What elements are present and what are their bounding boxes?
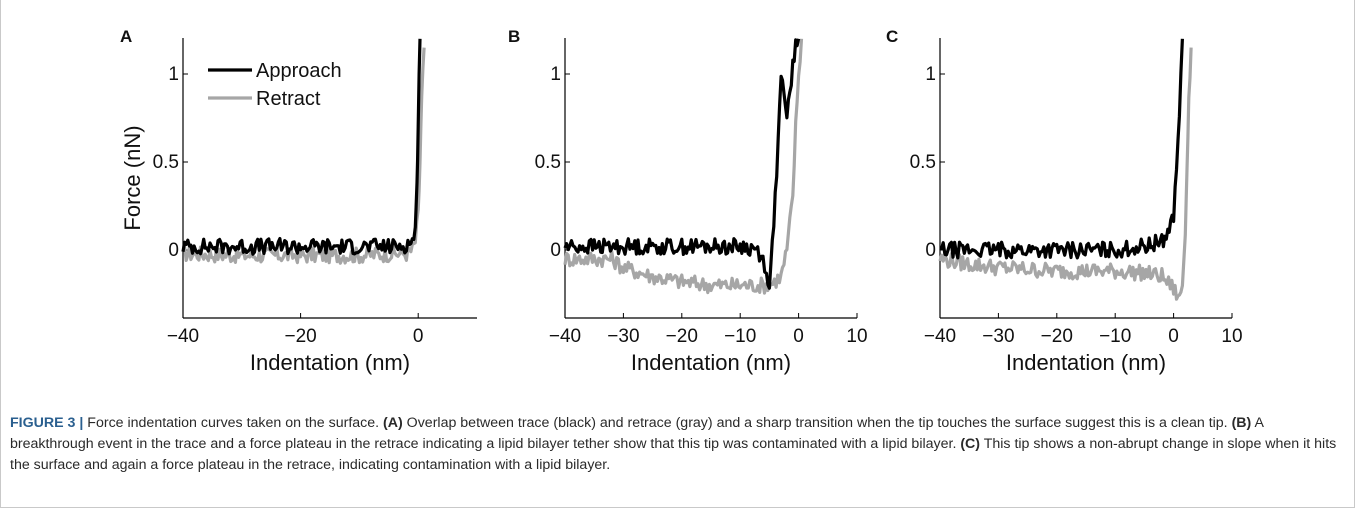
- caption-text-c: This tip shows a non-abrupt change in sl…: [10, 436, 1337, 473]
- x-tick-label: 10: [846, 326, 867, 347]
- panel-label: C: [886, 27, 898, 46]
- x-tick-label: 10: [1221, 326, 1242, 347]
- x-tick-label: −40: [924, 326, 956, 347]
- caption-ref-c: (C): [960, 436, 981, 452]
- caption-ref-b: (B): [1231, 415, 1252, 431]
- x-axis-label: Indentation (nm): [631, 350, 791, 375]
- panel-label: B: [508, 27, 520, 46]
- y-tick-label: 0.5: [535, 152, 561, 173]
- x-tick-label: 0: [793, 326, 804, 347]
- y-axis-label: Force (nN): [120, 125, 145, 230]
- x-tick-label: −30: [607, 326, 639, 347]
- x-axis-label: Indentation (nm): [1006, 350, 1166, 375]
- y-tick-label: 1: [925, 64, 936, 85]
- caption-text-b: A breakthrough event in the trace and a …: [10, 415, 1264, 452]
- legend-label-retract: Retract: [256, 88, 321, 110]
- x-tick-label: −20: [284, 326, 316, 347]
- legend-label-approach: Approach: [256, 60, 342, 82]
- panel-b: 0 0.5 1 −40 −30 −20 −10 0 10 Indentation (nm) B: [508, 27, 868, 375]
- x-axis-label: Indentation (nm): [250, 350, 410, 375]
- panel-label: A: [120, 27, 132, 46]
- x-tick-label: −10: [724, 326, 756, 347]
- x-tick-label: −30: [982, 326, 1014, 347]
- x-tick-label: −20: [1041, 326, 1073, 347]
- caption-intro: Force indentation curves taken on the su…: [83, 415, 384, 431]
- x-tick-label: −10: [1099, 326, 1131, 347]
- series-retract-line: [938, 47, 1193, 301]
- y-tick-label: 0: [550, 240, 561, 261]
- series-approach-line: [181, 38, 422, 256]
- x-tick-label: −40: [549, 326, 581, 347]
- y-tick-label: 1: [168, 64, 179, 85]
- series-approach-line: [563, 38, 801, 290]
- y-tick-label: 0: [168, 240, 179, 261]
- series-retract-line: [563, 38, 804, 295]
- caption-ref-a: (A): [383, 415, 403, 431]
- caption-text-a: Overlap between trace (black) and retrac…: [402, 415, 1232, 431]
- y-tick-label: 0.5: [153, 152, 179, 173]
- series-approach-line: [939, 38, 1184, 260]
- y-tick-label: 1: [550, 64, 561, 85]
- panel-c: 0 0.5 1 −40 −30 −20 −10 0 10 Indentation (nm) C: [886, 27, 1243, 375]
- x-tick-label: −20: [666, 326, 698, 347]
- figure-label: FIGURE 3 |: [10, 415, 84, 431]
- x-tick-label: 0: [1168, 326, 1179, 347]
- y-tick-label: 0: [925, 240, 936, 261]
- series-retract-line: [182, 47, 426, 265]
- x-tick-label: −40: [167, 326, 199, 347]
- figure-caption: FIGURE 3 | Force indentation curves take…: [10, 413, 1340, 476]
- y-tick-label: 0.5: [910, 152, 936, 173]
- x-tick-label: 0: [413, 326, 424, 347]
